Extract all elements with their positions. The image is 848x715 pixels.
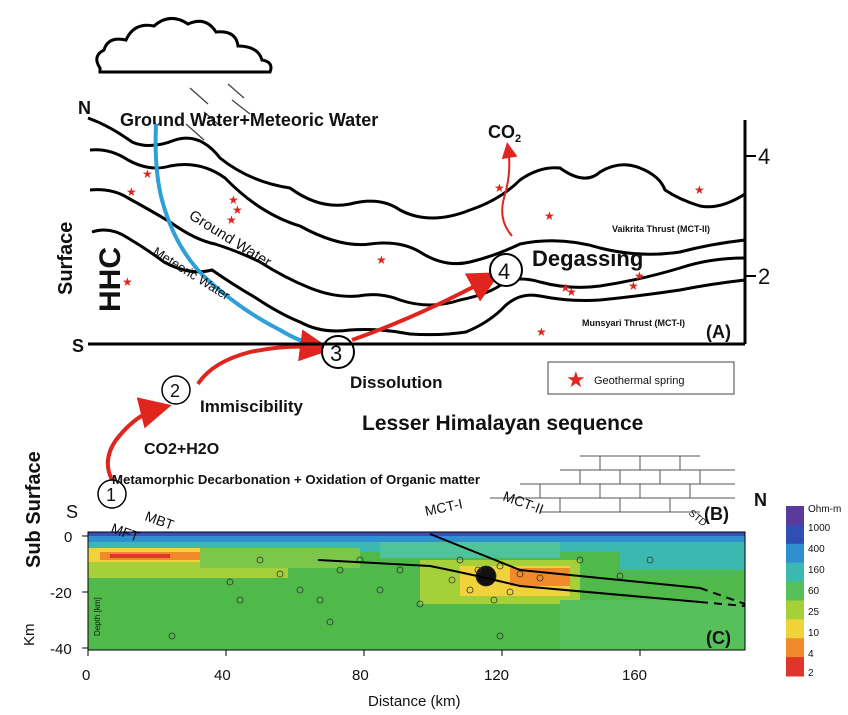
step-1-circle <box>97 479 127 509</box>
x-tick-1: 40 <box>214 667 231 684</box>
arrow-2-to-3 <box>196 329 332 386</box>
svg-text:★: ★ <box>126 185 137 199</box>
legend-label: Geothermal spring <box>594 375 685 387</box>
colorbar-tick-0: 1000 <box>808 523 831 534</box>
colorbar-swatch <box>786 506 804 526</box>
cloud-icon <box>95 17 273 74</box>
co2-label: CO2 <box>488 122 521 145</box>
colorbar-swatch <box>786 600 804 620</box>
colorbar-tick-2: 160 <box>808 565 825 576</box>
svg-text:★: ★ <box>628 279 639 293</box>
colorbar-tick-4: 25 <box>808 607 820 618</box>
svg-text:★: ★ <box>228 193 239 207</box>
colorbar-title: Ohm-m <box>808 504 841 515</box>
colorbar-swatch <box>786 581 804 601</box>
strata-pattern <box>490 455 735 513</box>
x-axis-label: Distance (km) <box>368 693 461 710</box>
y-tick-0: 0 <box>64 529 72 546</box>
meteoric-water-label: Meteoric Water <box>150 244 233 304</box>
ground-water-path <box>153 123 319 348</box>
colorbar <box>786 506 804 677</box>
svg-text:★: ★ <box>226 213 237 227</box>
colorbar-swatch <box>786 619 804 639</box>
panel-c-tag: (C) <box>706 628 731 648</box>
immiscibility-label: Immiscibility <box>200 397 304 416</box>
munsyari-label: Munsyari Thrust (MCT-I) <box>582 318 685 328</box>
depth-label: Depth [km] <box>93 597 102 636</box>
step-1-number: 1 <box>106 485 116 505</box>
y-tick-1: -20 <box>50 585 72 602</box>
legend-box <box>547 361 735 395</box>
fault-mbt: MBT <box>143 508 177 533</box>
step-2-number: 2 <box>170 381 180 401</box>
arrow-1-to-2 <box>105 397 172 481</box>
colorbar-tick-7: 2 <box>808 668 814 679</box>
colorbar-swatch <box>786 562 804 583</box>
x-tick-4: 160 <box>622 667 647 684</box>
geologic-boundaries <box>87 116 746 337</box>
resistivity-section <box>88 532 745 650</box>
right-tick-upper: 4 <box>758 144 770 169</box>
colorbar-tick-5: 10 <box>808 628 820 639</box>
colorbar-swatch <box>786 524 804 545</box>
panel-b-tag: (B) <box>704 504 729 524</box>
rain-lines <box>185 83 251 141</box>
fault-traces <box>317 533 746 607</box>
fault-mct-ii: MCT-II <box>501 488 546 517</box>
colorbar-swatch <box>786 657 804 677</box>
panel-a-tag: (A) <box>706 322 731 342</box>
svg-text:★: ★ <box>232 203 243 217</box>
hhc-label: HHC <box>94 247 127 312</box>
svg-text:★: ★ <box>566 285 577 299</box>
colorbar-tick-6: 4 <box>808 649 814 660</box>
colorbar-swatch <box>786 638 804 658</box>
colorbar-tick-1: 400 <box>808 544 825 555</box>
svg-text:★: ★ <box>634 269 645 283</box>
y-axis-ticks <box>82 535 88 649</box>
svg-text:★: ★ <box>560 281 571 295</box>
step-3-number: 3 <box>330 341 342 366</box>
x-tick-0: 0 <box>82 667 90 684</box>
y-unit: Km <box>21 624 38 647</box>
arrow-3-to-4 <box>351 272 501 342</box>
colorbar-swatch <box>786 543 804 564</box>
north-label-a: N <box>78 98 91 118</box>
geothermal-spring-markers: ★★★ ★★★ ★★★ ★★ ★ ★★★ <box>122 167 705 339</box>
step-4-circle <box>489 253 523 287</box>
svg-text:★: ★ <box>122 275 133 289</box>
colorbar-tick-3: 60 <box>808 586 820 597</box>
step-2-circle <box>161 375 191 405</box>
seismicity-markers <box>168 556 654 640</box>
south-label-a: S <box>72 336 84 356</box>
north-label-b: N <box>754 490 767 510</box>
water-label: Ground Water+Meteoric Water <box>120 110 378 130</box>
section-frame <box>87 531 746 651</box>
svg-text:★: ★ <box>544 209 555 223</box>
sequence-label: Lesser Himalayan sequence <box>362 412 643 435</box>
y-tick-2: -40 <box>50 641 72 658</box>
fault-mct-i: MCT-I <box>423 495 464 519</box>
x-axis-ticks <box>87 650 641 656</box>
co2h2o-label: CO2+H2O <box>144 441 219 458</box>
vaikrita-label: Vaikrita Thrust (MCT-II) <box>612 224 710 234</box>
svg-text:★: ★ <box>376 253 387 267</box>
svg-text:★: ★ <box>142 167 153 181</box>
x-tick-2: 80 <box>352 667 369 684</box>
right-tick-lower: 2 <box>758 264 770 289</box>
step-4-number: 4 <box>498 259 510 284</box>
south-label-b: S <box>66 502 78 522</box>
step1-label: Metamorphic Decarbonation + Oxidation of… <box>112 472 480 487</box>
x-tick-3: 120 <box>484 667 509 684</box>
surface-label: Surface <box>55 222 77 295</box>
co2-arrow <box>501 142 518 237</box>
svg-text:★: ★ <box>494 181 505 195</box>
svg-text:★: ★ <box>694 183 705 197</box>
legend-star-icon: ★ <box>566 368 586 393</box>
subsurface-label: Sub Surface <box>23 451 45 568</box>
degassing-label: Degassing <box>532 246 643 271</box>
dissolution-label: Dissolution <box>350 373 443 392</box>
svg-text:★: ★ <box>536 325 547 339</box>
